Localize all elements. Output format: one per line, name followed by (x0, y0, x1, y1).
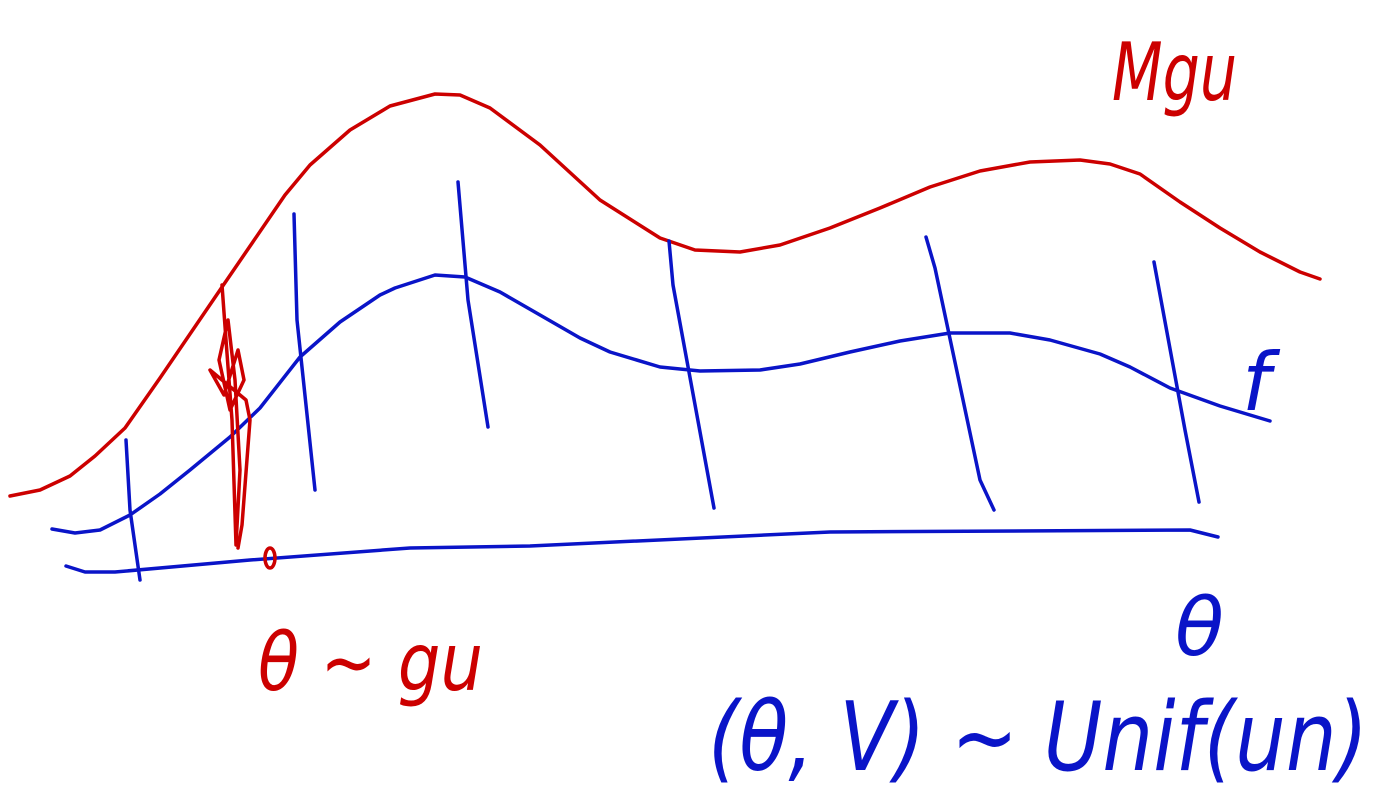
label-unif: (θ, V) ~ Unif(un) (708, 683, 1368, 793)
whiteboard: Mgu f θ ~ gu θ (θ, V) ~ Unif(un) (0, 0, 1375, 803)
label-theta: θ (1175, 581, 1224, 674)
label-sample: θ ~ gu (258, 616, 483, 709)
label-mgu: Mgu (1112, 26, 1237, 119)
page: Mgu f θ ~ gu θ (θ, V) ~ Unif(un) (() => … (0, 0, 1375, 803)
